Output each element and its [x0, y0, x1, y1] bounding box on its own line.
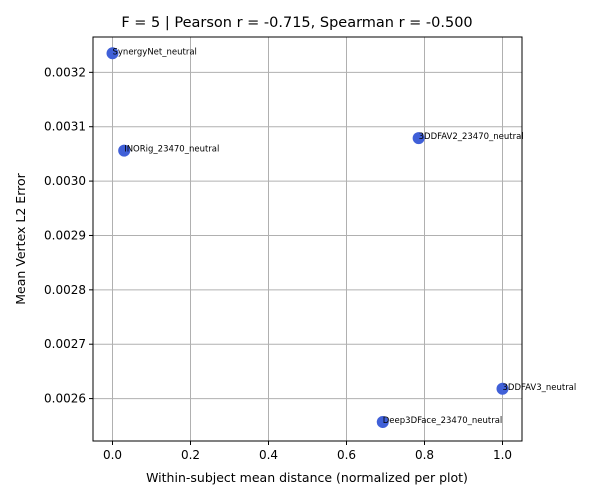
- data-point: [106, 47, 119, 60]
- grid-layer: [93, 37, 522, 441]
- x-tick-label: 0.6: [337, 448, 356, 462]
- plot-frame: [92, 36, 523, 442]
- y-tick-label: 0.0026: [44, 392, 86, 406]
- y-tick-label: 0.0030: [44, 174, 86, 188]
- y-axis-ticks: 0.0026 0.0027 0.0028 0.0029 0.0030 0.0031 0.00…: [44, 65, 93, 406]
- y-tick-label: 0.0027: [44, 337, 86, 351]
- data-point: [118, 144, 131, 157]
- x-tick-label: 0.0: [103, 448, 122, 462]
- y-tick-label: 0.0031: [44, 120, 86, 134]
- y-tick-label: 0.0029: [44, 228, 86, 242]
- data-point: [496, 382, 509, 395]
- x-tick-label: 0.4: [259, 448, 278, 462]
- chart-title: F = 5 | Pearson r = -0.715, Spearman r =…: [121, 15, 472, 31]
- x-axis-label: Within-subject mean distance (normalized…: [146, 470, 468, 485]
- y-tick-label: 0.0028: [44, 283, 86, 297]
- x-tick-label: 0.2: [181, 448, 200, 462]
- data-point-label: INORig_23470_neutral: [124, 145, 219, 155]
- points-layer: SynergyNet_neutral 3DDFAV2_23470_neutral I…: [106, 47, 577, 428]
- x-tick-label: 1.0: [493, 448, 512, 462]
- data-point: [376, 415, 389, 428]
- data-point-label: Deep3DFace_23470_neutral: [383, 416, 503, 426]
- y-axis-label: Mean Vertex L2 Error: [13, 172, 28, 304]
- data-point-label: 3DDFAV3_neutral: [503, 383, 577, 393]
- data-point-label: SynergyNet_neutral: [113, 47, 197, 57]
- x-axis-ticks: 0.0 0.2 0.4 0.6 0.8 1.0: [103, 441, 512, 462]
- data-point: [412, 132, 425, 145]
- x-tick-label: 0.8: [415, 448, 434, 462]
- y-tick-label: 0.0032: [44, 65, 86, 79]
- data-point-label: 3DDFAV2_23470_neutral: [419, 132, 524, 142]
